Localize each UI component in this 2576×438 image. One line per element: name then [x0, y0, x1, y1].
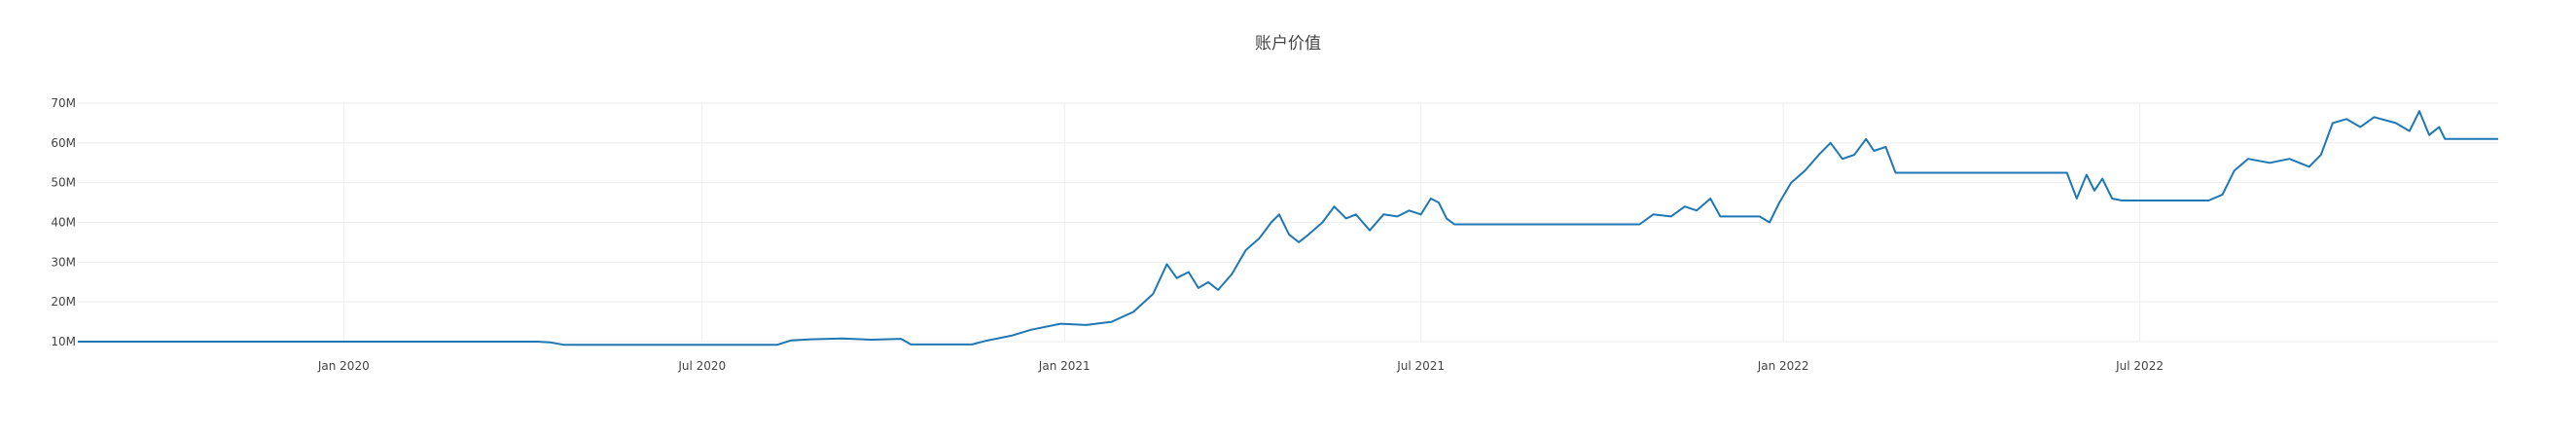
- x-tick-label: Jul 2022: [2115, 359, 2164, 373]
- y-tick-label: 70M: [51, 96, 76, 110]
- x-tick-label: Jan 2020: [317, 359, 370, 373]
- y-tick-label: 40M: [51, 216, 76, 230]
- series-group: [78, 110, 2498, 347]
- x-tick-label: Jul 2021: [1396, 359, 1445, 373]
- x-tick-label: Jan 2021: [1038, 359, 1091, 373]
- x-tick-label: Jan 2022: [1757, 359, 1809, 373]
- y-tick-label: 30M: [51, 255, 76, 269]
- x-axis: Jan 2020 Jul 2020 Jan 2021 Jul 2021 Jan 2022…: [317, 359, 2164, 373]
- y-axis: 10M 20M 30M 40M 50M 60M 70M: [51, 96, 76, 348]
- y-tick-label: 10M: [51, 335, 76, 348]
- x-tick-label: Jul 2020: [677, 359, 726, 373]
- y-tick-label: 20M: [51, 295, 76, 309]
- grid: [78, 102, 2498, 343]
- account-value-line: [78, 110, 2498, 347]
- y-tick-label: 50M: [51, 176, 76, 190]
- y-tick-label: 60M: [51, 136, 76, 150]
- chart-title: 账户价值: [1255, 34, 1321, 54]
